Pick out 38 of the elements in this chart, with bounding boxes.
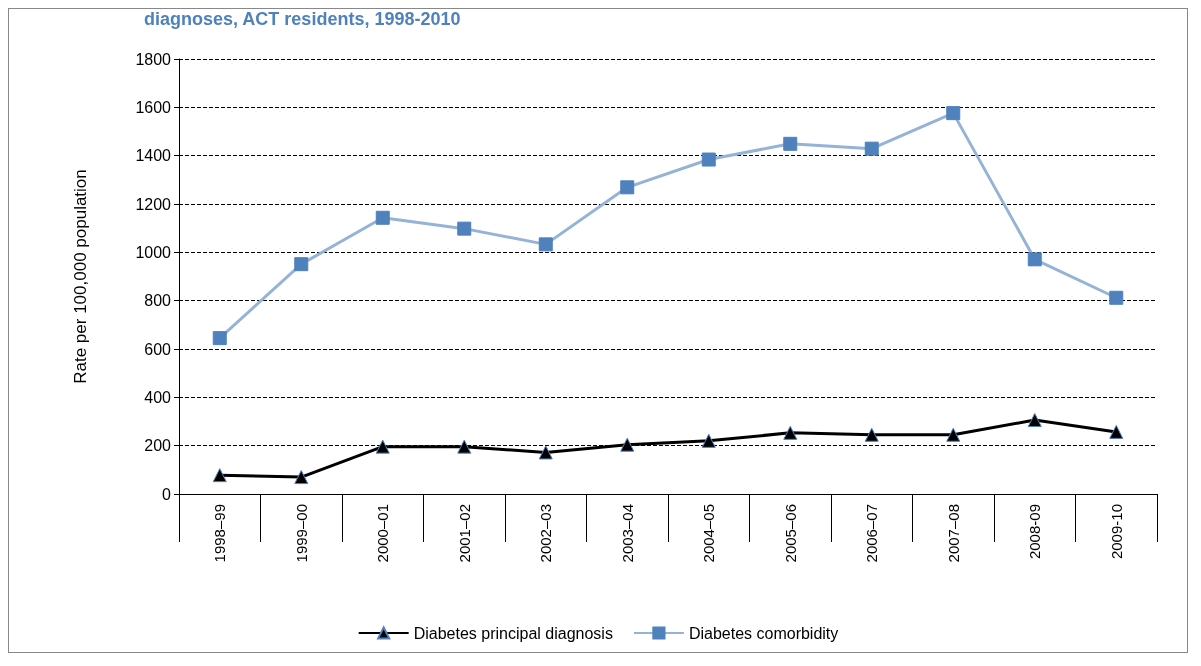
x-tick-label: 2003–04 [618,504,636,563]
point [1109,424,1124,439]
point [294,470,309,485]
point [457,439,472,454]
y-tick-label: 1600 [135,98,172,116]
point [946,427,961,442]
legend-label: Diabetes comorbidity [688,624,839,642]
y-tick-label: 0 [162,485,172,503]
x-tick-label: 2008-09 [1026,504,1044,560]
x-tick-label: 2000–01 [374,504,392,563]
x-tick-label: 2006–07 [863,504,881,563]
x-tick-label: 1999–00 [292,504,310,563]
legend-label: Diabetes principal diagnosis [413,624,613,642]
point [1027,413,1042,428]
y-axis-title: Rate per 100,000 population [71,169,90,384]
point [375,439,390,454]
x-tick-label: 2001–02 [455,504,473,563]
y-tick-label: 400 [144,388,172,406]
x-tick-label: 2002–03 [537,504,555,563]
x-tick-label: 1998–99 [211,504,229,563]
y-tick-label: 200 [144,437,172,455]
point [864,427,879,442]
point [783,425,798,440]
point [538,445,553,460]
y-tick-label: 800 [144,292,172,310]
y-tick-label: 1800 [135,50,172,68]
y-tick-label: 600 [144,340,172,358]
x-tick-label: 2007–08 [944,504,962,563]
x-tick-label: 2005–06 [781,504,799,563]
point [620,437,635,452]
x-tick-label: 2009-10 [1107,504,1125,560]
chart-title: diagnoses, ACT residents, 1998-2010 [144,9,461,29]
x-tick-label: 2004–05 [700,504,718,563]
y-tick-label: 1400 [135,147,172,165]
point [701,433,716,448]
y-tick-label: 1000 [135,243,172,261]
y-tick-label: 1200 [135,195,172,213]
point [212,468,227,483]
